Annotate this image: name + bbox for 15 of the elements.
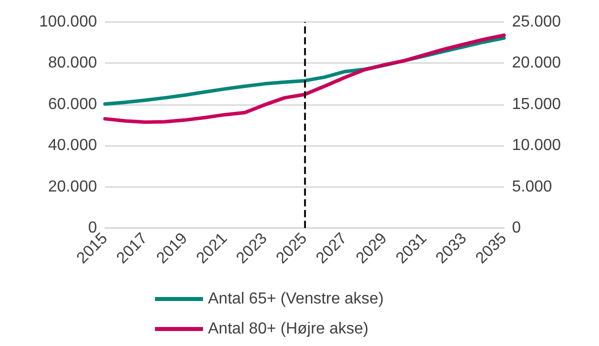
y-tick-label: 20.000 <box>48 178 98 196</box>
y-tick-label: 40.000 <box>48 137 98 154</box>
y-tick-label: 100.000 <box>39 14 98 30</box>
y2-tick-label: 20.000 <box>512 54 562 72</box>
line-series <box>103 33 506 124</box>
y2-tick-label: 15.000 <box>512 96 562 113</box>
y2-tick-label: 25.000 <box>512 14 562 30</box>
legend-label: Antal 65+ (Venstre akse) <box>208 290 384 308</box>
y2-tick-label: 10.000 <box>512 137 562 154</box>
y2-tick-label: 5.000 <box>512 178 552 196</box>
y-tick-label: 60.000 <box>48 96 98 113</box>
y2-tick-label: 0 <box>512 220 521 236</box>
y-tick-label: 80.000 <box>48 54 98 72</box>
legend-label: Antal 80+ (Højre akse) <box>208 320 369 338</box>
y-tick-label: 0 <box>88 220 98 236</box>
